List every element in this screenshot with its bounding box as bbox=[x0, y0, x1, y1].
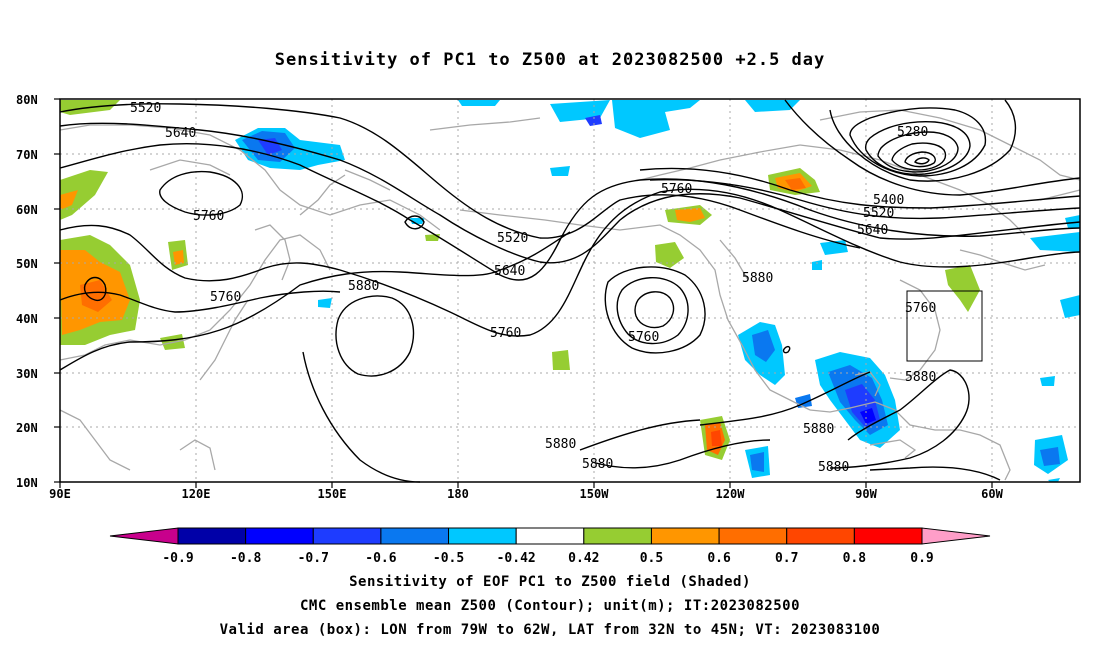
lon-label: 180 bbox=[447, 487, 469, 501]
caption-line-3: Valid area (box): LON from 79W to 62W, L… bbox=[219, 622, 881, 638]
lon-label: 150E bbox=[318, 487, 347, 501]
colorbar-label: -0.8 bbox=[230, 551, 261, 566]
graticule bbox=[60, 99, 1080, 482]
contour-label: 5520 bbox=[130, 101, 161, 116]
contour-label: 5760 bbox=[905, 301, 936, 316]
contour-label: 5880 bbox=[742, 271, 773, 286]
map-frame bbox=[59, 98, 1081, 483]
contour-label: 5760 bbox=[661, 182, 692, 197]
lat-label: 50N bbox=[16, 257, 38, 271]
colorbar-label: -0.9 bbox=[162, 551, 193, 566]
lat-label: 30N bbox=[16, 367, 38, 381]
colorbar-cell bbox=[515, 527, 585, 545]
colorbar-label: 0.5 bbox=[640, 551, 663, 566]
contour-label: 5880 bbox=[545, 437, 576, 452]
colorbar-cell bbox=[583, 527, 652, 545]
lat-label: 60N bbox=[16, 203, 38, 217]
colorbar-label: -0.42 bbox=[497, 551, 536, 566]
contour-label: 5520 bbox=[497, 231, 528, 246]
colorbar-cell bbox=[786, 527, 855, 545]
map-title: Sensitivity of PC1 to Z500 at 2023082500… bbox=[274, 50, 826, 70]
contour-label: 5880 bbox=[803, 422, 834, 437]
caption-line-2: CMC ensemble mean Z500 (Contour); unit(m… bbox=[299, 598, 800, 614]
colorbar-label: 0.9 bbox=[910, 551, 933, 566]
colorbar-low-triangle bbox=[109, 527, 179, 545]
tick-marks bbox=[54, 98, 993, 488]
contour-label: 5280 bbox=[897, 125, 928, 140]
contour-label: 5880 bbox=[348, 279, 379, 294]
caption-line-1: Sensitivity of EOF PC1 to Z500 field (Sh… bbox=[349, 574, 751, 590]
valid-area-box bbox=[906, 290, 983, 362]
contour-label: 5640 bbox=[857, 223, 888, 238]
colorbar-cell bbox=[853, 527, 923, 545]
z500-contours bbox=[59, 99, 1081, 483]
colorbar: -0.9 -0.8 -0.7 -0.6 -0.5 -0.42 0.42 0.5 0.6 0.7 0.… bbox=[109, 527, 991, 566]
lat-label: 70N bbox=[16, 148, 38, 162]
colorbar-cell bbox=[380, 527, 450, 545]
lat-label: 40N bbox=[16, 312, 38, 326]
contour-label: 5760 bbox=[210, 290, 241, 305]
contour-label: 5520 bbox=[863, 206, 894, 221]
contour-label: 5640 bbox=[494, 264, 525, 279]
colorbar-high-triangle bbox=[921, 527, 991, 545]
colorbar-cell bbox=[718, 527, 788, 545]
contour-label: 5880 bbox=[582, 457, 613, 472]
contour-label: 5880 bbox=[818, 460, 849, 475]
colorbar-label: -0.6 bbox=[365, 551, 396, 566]
colorbar-label: -0.7 bbox=[298, 551, 329, 566]
colorbar-cell bbox=[448, 527, 517, 545]
contour-label: 5400 bbox=[873, 193, 904, 208]
colorbar-label: 0.8 bbox=[843, 551, 867, 566]
contour-label: 5880 bbox=[905, 370, 936, 385]
coastlines bbox=[59, 109, 1081, 481]
lon-label: 120E bbox=[182, 487, 211, 501]
colorbar-label: -0.5 bbox=[433, 551, 464, 566]
colorbar-label: 0.6 bbox=[707, 551, 731, 566]
contour-label: 5640 bbox=[165, 126, 196, 141]
lon-label: 150W bbox=[580, 487, 610, 501]
lat-label: 10N bbox=[16, 476, 38, 490]
colorbar-cell bbox=[245, 527, 314, 545]
colorbar-label: 0.42 bbox=[568, 551, 599, 566]
contour-labels: 5520 5640 5760 5760 5520 5640 5760 5880 … bbox=[130, 101, 936, 475]
lon-label: 90W bbox=[855, 487, 877, 501]
contour-label: 5760 bbox=[193, 209, 224, 224]
contour-label: 5760 bbox=[490, 326, 521, 341]
lat-label: 20N bbox=[16, 421, 38, 435]
colorbar-cell bbox=[177, 527, 247, 545]
lat-label: 80N bbox=[16, 93, 38, 107]
colorbar-label: 0.7 bbox=[775, 551, 798, 566]
lon-label: 90E bbox=[49, 487, 71, 501]
colorbar-cell bbox=[312, 527, 382, 545]
lon-label: 120W bbox=[716, 487, 746, 501]
lon-label: 60W bbox=[981, 487, 1003, 501]
latitude-labels: 80N 70N 60N 50N 40N 30N 20N 10N bbox=[16, 93, 38, 490]
longitude-labels: 90E 120E 150E 180 150W 120W 90W 60W bbox=[49, 487, 1003, 501]
contour-label: 5760 bbox=[628, 330, 659, 345]
colorbar-cell bbox=[650, 527, 720, 545]
